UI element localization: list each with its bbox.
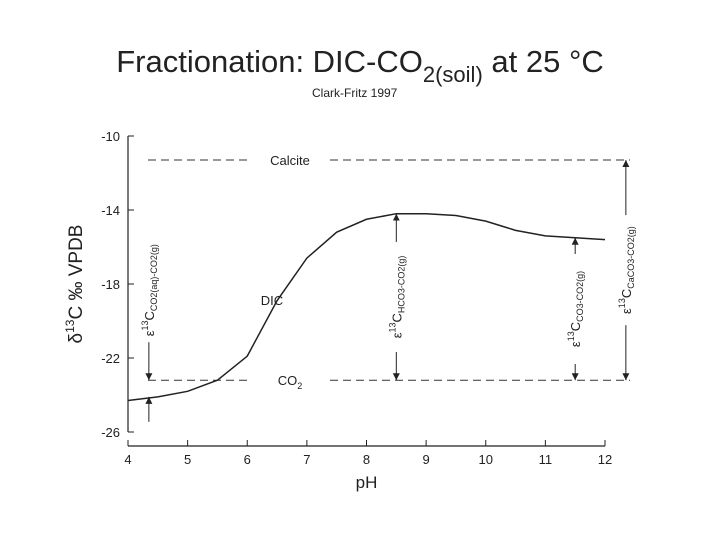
reference-label: Calcite [270, 153, 310, 168]
arrow-label: ε13CCaCO3-CO2(g) [617, 226, 636, 314]
y-tick-label: -22 [101, 351, 120, 366]
y-tick-label: -26 [101, 425, 120, 440]
arrow-label-sup: 13 [617, 298, 627, 308]
y-tick-label: -18 [101, 277, 120, 292]
x-tick-label: 7 [303, 452, 310, 467]
x-tick-label: 8 [363, 452, 370, 467]
y-tick-label: -10 [101, 129, 120, 144]
reference-label: CO2 [278, 373, 303, 391]
arrow-label: ε13CCO3-CO2(g) [566, 271, 585, 347]
y-axis-label: δ13C ‰ VPDB [63, 225, 87, 344]
arrow-label-sub: CO3-CO2(g) [575, 271, 585, 322]
arrow-label: ε13CCO2(aq)-CO2(g) [140, 244, 159, 336]
subtitle: Clark-Fritz 1997 [312, 86, 398, 100]
series-label: DIC [261, 293, 283, 308]
arrow-label-sup: 13 [387, 322, 397, 332]
arrow-label-sub: HCO3-CO2(g) [396, 256, 406, 314]
arrow-label-pre: ε [619, 308, 634, 314]
y-label-post: C ‰ VPDB [66, 225, 87, 320]
arrow-label: ε13CHCO3-CO2(g) [387, 256, 406, 339]
arrow-label-sub: CaCO3-CO2(g) [626, 226, 636, 289]
x-tick-label: 5 [184, 452, 191, 467]
arrow-label-sup: 13 [140, 320, 150, 330]
x-tick-label: 4 [124, 452, 131, 467]
arrow-label-pre: ε [389, 332, 404, 338]
y-tick-label: -14 [101, 203, 120, 218]
y-label-sup: 13 [63, 319, 77, 333]
x-tick-label: 9 [423, 452, 430, 467]
arrow-label-pre: ε [142, 330, 157, 336]
x-tick-label: 6 [244, 452, 251, 467]
arrow-label-sup: 13 [566, 331, 576, 341]
arrow-label-post: C [142, 311, 157, 320]
reference-label-sub: 2 [297, 381, 302, 391]
slide-title: Fractionation: DIC-CO2(soil) at 25 °C [116, 44, 604, 87]
reference-label-main: Calcite [270, 153, 310, 168]
reference-label-main: CO [278, 373, 298, 388]
title-main: Fractionation: DIC-CO [116, 44, 423, 79]
y-label-pre: δ [66, 333, 87, 344]
x-tick-label: 12 [598, 452, 612, 467]
arrow-label-post: C [389, 313, 404, 322]
arrow-label-post: C [619, 289, 634, 298]
title-sub: 2(soil) [423, 62, 483, 87]
data-line [127, 212, 606, 402]
title-rest: at 25 °C [483, 44, 604, 79]
arrow-label-post: C [568, 322, 583, 331]
arrow-label-sub: CO2(aq)-CO2(g) [149, 244, 159, 311]
x-tick-label: 11 [539, 452, 553, 467]
arrow-label-pre: ε [568, 341, 583, 347]
x-axis-label: pH [356, 473, 378, 492]
x-tick-label: 10 [479, 452, 493, 467]
